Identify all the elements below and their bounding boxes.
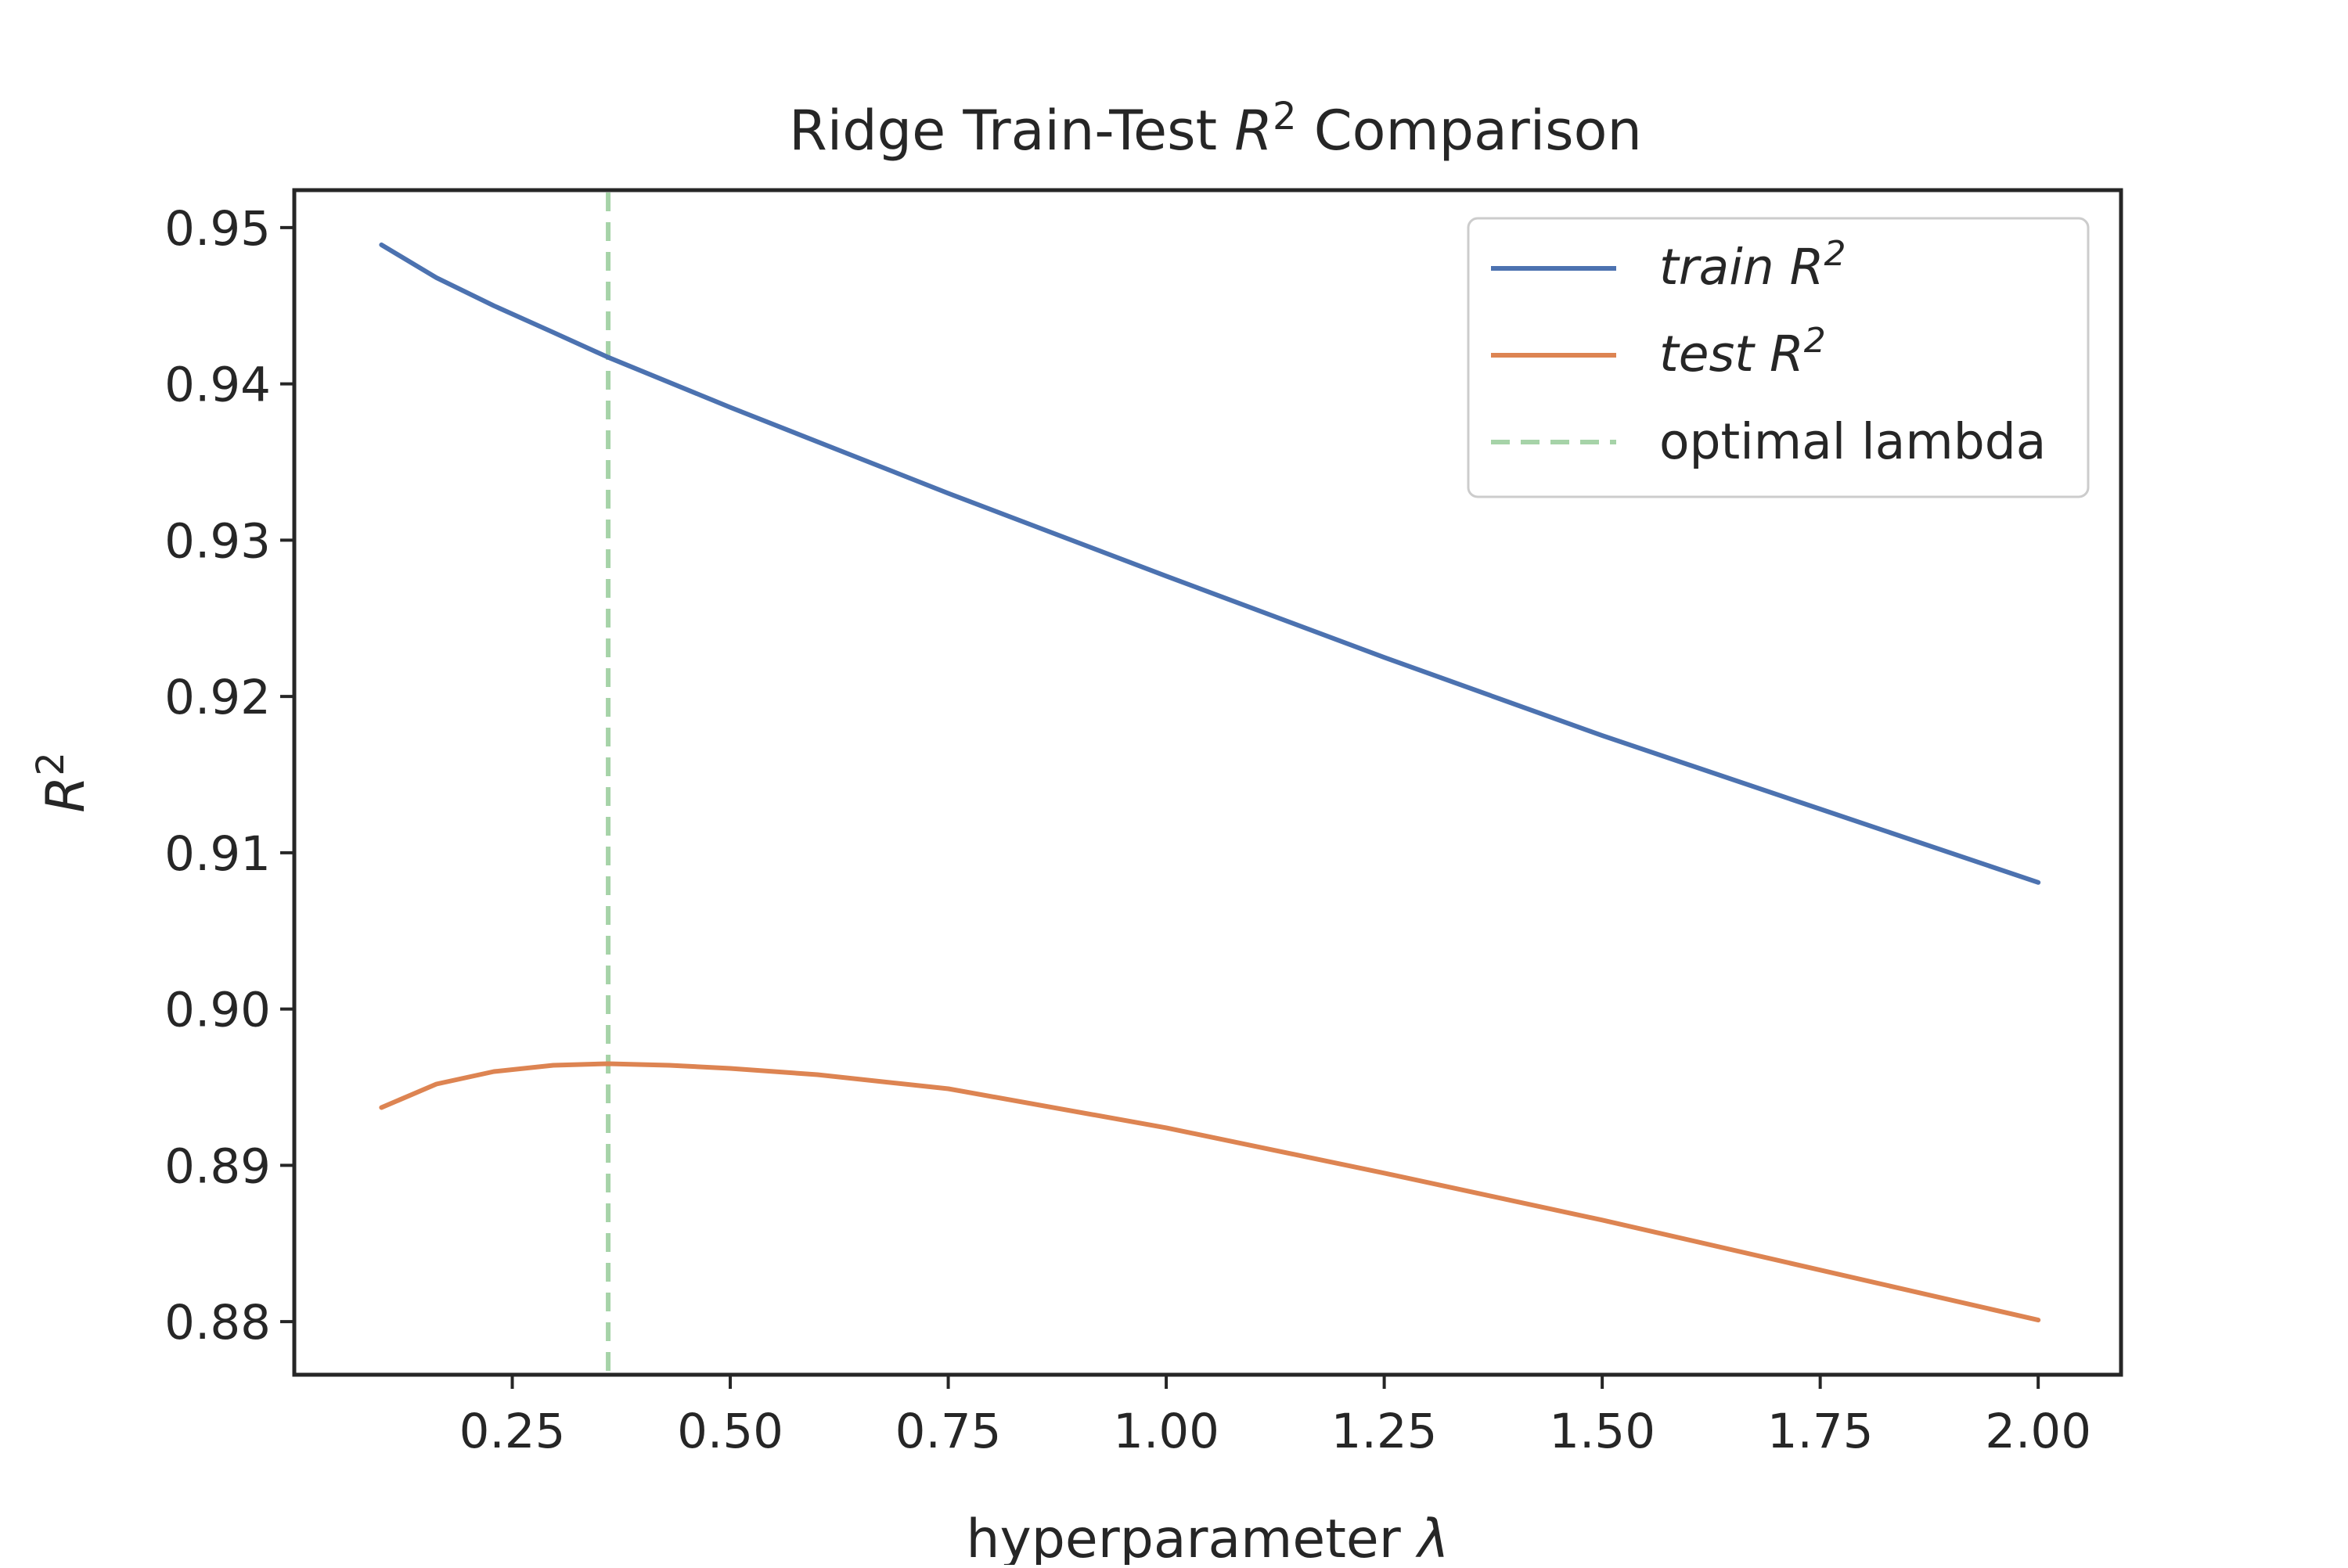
x-tick-label: 0.50	[677, 1404, 783, 1459]
legend-entry-test: test R2	[1491, 321, 1826, 383]
legend-entry-train: train R2	[1491, 234, 1846, 296]
x-axis-label: hyperparameter λ	[966, 1509, 1449, 1565]
series-lines	[379, 242, 2041, 1323]
legend-entry-optimal-lambda: optimal lambda	[1491, 413, 2046, 470]
x-tick-label: 1.00	[1113, 1404, 1219, 1459]
legend-label-train: train R2	[1659, 234, 1846, 296]
y-tick-label: 0.93	[164, 513, 271, 569]
plot-frame	[292, 188, 2123, 1377]
legend-label-optimal-lambda: optimal lambda	[1659, 413, 2046, 470]
x-tick-label: 0.75	[895, 1404, 1002, 1459]
y-tick-label: 0.95	[164, 201, 271, 257]
y-tick-label: 0.91	[164, 826, 271, 882]
x-tick-label: 1.75	[1767, 1404, 1874, 1459]
y-tick-label: 0.88	[164, 1295, 271, 1350]
x-tick-label: 2.00	[1985, 1404, 2091, 1459]
x-tick-label: 0.25	[459, 1404, 566, 1459]
legend-box	[1467, 217, 2090, 498]
y-tick-label: 0.94	[164, 358, 271, 413]
plot-area	[292, 188, 2123, 1377]
series-line-train	[379, 242, 2041, 885]
legend: train R2 test R2 optimal lambda	[1467, 217, 2090, 498]
legend-label-test: test R2	[1659, 321, 1826, 383]
x-tick-label: 1.25	[1331, 1404, 1438, 1459]
y-tick-label: 0.92	[164, 670, 271, 725]
chart-title: Ridge Train-Test R2 Comparison	[789, 95, 1642, 163]
x-axis-ticks: 0.25 0.50 0.75 1.00 1.25 1.50 1.75 2.00	[459, 1375, 2091, 1459]
series-line-test	[379, 1061, 2041, 1323]
y-tick-label: 0.90	[164, 983, 271, 1038]
y-tick-label: 0.89	[164, 1138, 271, 1194]
y-axis-ticks: 0.88 0.89 0.90 0.91 0.92 0.93 0.94 0.95	[164, 201, 294, 1350]
y-axis-label: R2	[29, 752, 97, 813]
x-tick-label: 1.50	[1549, 1404, 1655, 1459]
